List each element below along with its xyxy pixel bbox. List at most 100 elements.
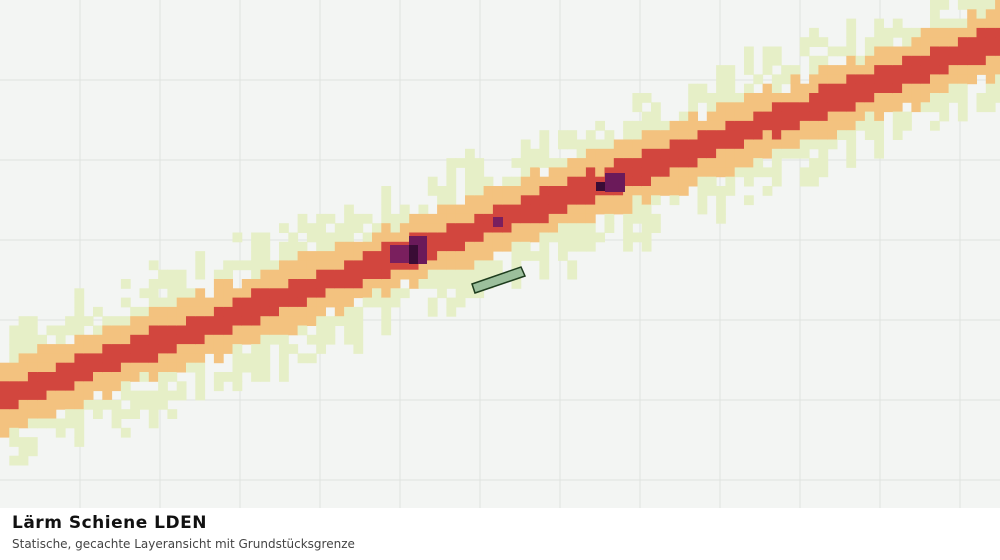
noise-cell (93, 306, 103, 317)
noise-cell (260, 251, 271, 261)
noise-cell (139, 334, 150, 345)
noise-cell (669, 167, 680, 178)
noise-cell (855, 93, 866, 103)
noise-cell (446, 176, 457, 187)
noise-cell (502, 186, 512, 196)
noise-cell (409, 260, 419, 271)
noise-cell (948, 74, 959, 85)
noise-cell (139, 362, 150, 373)
noise-cell (18, 446, 29, 457)
noise-cell (520, 186, 531, 196)
noise-cell (158, 334, 168, 345)
noise-cell (883, 102, 894, 113)
noise-cell (427, 213, 438, 224)
noise-cell (37, 362, 47, 373)
noise-cell (967, 9, 977, 20)
noise-cell (678, 120, 689, 131)
noise-cell (809, 65, 819, 75)
noise-cell (809, 37, 819, 47)
noise-cell (204, 325, 215, 336)
noise-cell (744, 102, 754, 113)
noise-cell (641, 195, 652, 206)
noise-cell (864, 83, 875, 94)
noise-cell (539, 213, 550, 224)
noise-cell (985, 65, 996, 75)
noise-cell (381, 223, 392, 233)
noise-cell (353, 260, 364, 271)
noise-cell (167, 269, 178, 280)
noise-cell (27, 344, 38, 354)
noise-cell (139, 306, 150, 317)
noise-cell (139, 372, 150, 382)
parcel-boundary (471, 266, 527, 294)
noise-cell (93, 344, 103, 354)
noise-cell (186, 288, 196, 299)
noise-cell (892, 120, 903, 131)
noise-cell (762, 55, 773, 66)
noise-cell (864, 120, 875, 131)
noise-cell (446, 213, 457, 224)
noise-cell (753, 74, 764, 85)
noise-cell (511, 260, 522, 271)
noise-cell (316, 306, 326, 317)
noise-cell (344, 223, 354, 233)
noise-cell (651, 111, 661, 122)
noise-cell (120, 427, 131, 438)
noise-cell (18, 455, 29, 466)
noise-cell (111, 344, 122, 354)
noise-cell (176, 353, 187, 364)
noise-cell (37, 381, 47, 392)
noise-cell (316, 251, 326, 261)
noise-cell (353, 269, 364, 280)
noise-cell (325, 241, 336, 252)
noise-cell (697, 167, 708, 178)
noise-cell (390, 213, 401, 224)
noise-cell (734, 130, 745, 140)
noise-cell (204, 344, 215, 354)
noise-cell (213, 372, 224, 382)
noise-cell (176, 279, 187, 289)
noise-cell (530, 195, 540, 206)
noise-cell (548, 195, 559, 206)
noise-cell (837, 102, 847, 113)
noise-cell (558, 186, 568, 196)
noise-cell (706, 111, 717, 122)
noise-cell (855, 55, 866, 66)
noise-cell (186, 334, 196, 345)
noise-cell (781, 102, 791, 113)
noise-cell (102, 381, 113, 392)
noise-cell (279, 316, 289, 326)
noise-cell (874, 93, 884, 103)
noise-cell (948, 83, 959, 94)
noise-cell (241, 306, 252, 317)
noise-cell (418, 269, 429, 280)
noise-cell (641, 158, 652, 168)
noise-cell (669, 120, 680, 131)
noise-cell (827, 111, 838, 122)
noise-cell (251, 372, 261, 382)
noise-cell (111, 372, 122, 382)
noise-cell (995, 37, 1000, 47)
noise-cell (874, 37, 884, 47)
noise-cell (855, 120, 866, 131)
noise-cell (74, 334, 85, 345)
noise-cell (37, 399, 47, 410)
noise-cell (818, 37, 829, 47)
noise-cell (279, 297, 289, 308)
noise-cell (995, 9, 1000, 20)
noise-cell (120, 409, 131, 419)
noise-cell (418, 279, 429, 289)
noise-cell (297, 241, 308, 252)
noise-cell (427, 306, 438, 317)
noise-cell (892, 130, 903, 140)
noise-cell (362, 288, 373, 299)
noise-cell (390, 232, 401, 243)
noise-cell (632, 102, 643, 113)
noise-cell (455, 204, 466, 215)
noise-cell (725, 111, 736, 122)
noise-cell (316, 269, 326, 280)
noise-cell (790, 65, 801, 75)
noise-cell (120, 316, 131, 326)
noise-cell (539, 251, 550, 261)
noise-cell (9, 418, 20, 429)
